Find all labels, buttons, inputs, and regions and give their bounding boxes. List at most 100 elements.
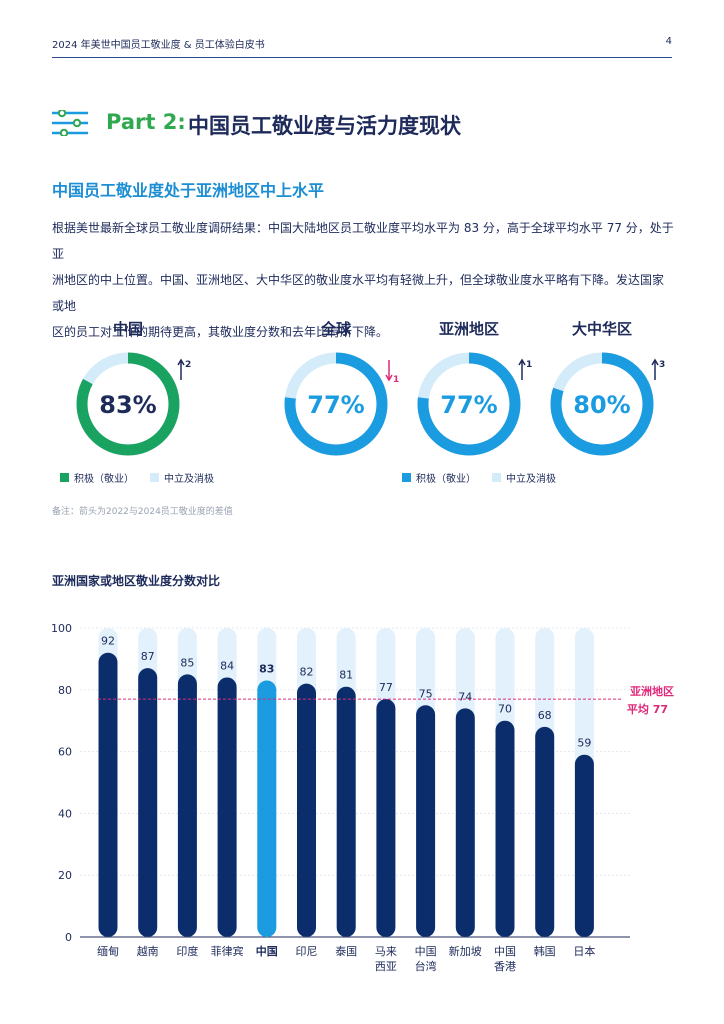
legend-item-engaged: 积极（敬业）	[402, 470, 476, 485]
legend-item-neutral: 中立及消极	[492, 470, 556, 485]
data-label: 77	[379, 681, 393, 694]
data-label: 92	[101, 635, 115, 648]
change-value: 2	[185, 360, 191, 370]
donut-1: 77% 1	[284, 352, 399, 456]
legend-china: 积极（敬业） 中立及消极	[60, 470, 214, 485]
x-tick-label: 台湾	[415, 959, 437, 973]
donut-title-china: 中国	[112, 320, 143, 338]
part-title: 中国员工敬业度与活力度现状	[188, 114, 461, 138]
x-tick-label: 中国	[415, 945, 437, 958]
data-label: 82	[300, 666, 314, 679]
part-label: Part 2:	[106, 110, 186, 134]
bar	[297, 683, 316, 937]
legend-swatch-green	[60, 473, 69, 482]
donut-2: 77% 1	[417, 352, 532, 456]
change-value: 3	[659, 360, 665, 370]
body-line: 根据美世最新全球员工敬业度调研结果：中国大陆地区员工敬业度平均水平为 83 分，…	[52, 221, 674, 261]
sliders-icon	[52, 110, 88, 136]
x-tick-label: 越南	[137, 944, 159, 958]
bar	[257, 680, 277, 937]
y-tick-label: 0	[65, 931, 72, 944]
data-label: 59	[577, 737, 591, 750]
data-label: 70	[498, 703, 512, 716]
donut-3: 80% 3	[550, 352, 665, 456]
bar	[416, 705, 436, 937]
change-value: 1	[526, 360, 532, 370]
header-divider	[52, 57, 672, 58]
bar	[574, 754, 594, 937]
data-label: 74	[458, 690, 472, 703]
bar	[336, 686, 356, 937]
x-tick-label: 香港	[494, 960, 516, 973]
body-paragraph: 根据美世最新全球员工敬业度调研结果：中国大陆地区员工敬业度平均水平为 83 分，…	[52, 215, 674, 345]
section-title: 中国员工敬业度处于亚洲地区中上水平	[52, 181, 325, 200]
data-label: 84	[220, 659, 234, 672]
y-tick-label: 40	[58, 807, 72, 820]
bar	[217, 677, 237, 937]
arrow-head	[651, 358, 659, 366]
legend-label: 中立及消极	[164, 474, 214, 485]
average-label: 平均 77	[627, 702, 668, 716]
donut-arc	[550, 352, 654, 456]
data-label: 68	[538, 709, 552, 722]
x-tick-label: 韩国	[534, 944, 556, 958]
x-tick-label: 日本	[573, 944, 595, 958]
donut-value: 80%	[573, 391, 630, 419]
legend-swatch-light	[150, 473, 159, 482]
x-tick-label: 泰国	[335, 944, 357, 958]
bar	[495, 720, 515, 937]
legend-item-neutral: 中立及消极	[150, 470, 214, 485]
arrow-head	[177, 358, 185, 366]
body-line: 区的员工对工作的期待更高，其敬业度分数和去年比有所下降。	[52, 325, 389, 339]
y-tick-label: 100	[51, 622, 72, 635]
x-tick-label: 印尼	[296, 945, 318, 958]
bar	[376, 699, 396, 937]
donut-arc	[284, 352, 388, 456]
donut-title-greater-china: 大中华区	[571, 320, 632, 338]
y-tick-label: 60	[58, 746, 72, 759]
legend-label: 积极（敬业）	[74, 474, 134, 485]
arrow-head	[518, 358, 526, 366]
header-title: 2024 年美世中国员工敬业度 & 员工体验白皮书	[52, 40, 265, 51]
page-number: 4	[665, 36, 672, 47]
x-tick-label: 中国	[256, 944, 278, 958]
x-tick-label: 新加坡	[449, 944, 482, 958]
y-tick-label: 80	[58, 684, 72, 697]
bar	[98, 652, 118, 937]
bar	[535, 726, 555, 937]
data-label: 83	[259, 663, 274, 676]
donut-0: 83% 2	[76, 352, 191, 456]
donut-value: 83%	[99, 391, 156, 419]
y-tick-label: 20	[58, 869, 72, 882]
donut-arc	[76, 352, 180, 456]
x-tick-label: 印度	[176, 944, 198, 958]
donut-charts: 83% 2 77% 1 77% 1 80% 3	[76, 352, 665, 456]
legend-label: 积极（敬业）	[416, 474, 476, 485]
footnote: 备注：箭头为2022与2024员工敬业度的差值	[52, 507, 233, 517]
x-tick-label: 缅甸	[97, 944, 119, 958]
x-tick-label: 菲律宾	[211, 944, 244, 958]
x-tick-label: 西亚	[375, 960, 397, 973]
body-line: 洲地区的中上位置。中国、亚洲地区、大中华区的敬业度水平均有轻微上升，但全球敬业度…	[52, 273, 665, 313]
bar	[177, 674, 197, 937]
data-label: 75	[419, 687, 433, 700]
data-label: 87	[141, 650, 155, 663]
legend-regions: 积极（敬业） 中立及消极	[402, 470, 556, 485]
donut-value: 77%	[307, 391, 364, 419]
bar-chart: 0 20 40 60 80 100 92 缅甸 87 越南 85 印度 84 菲律宾 83 中国 82 印尼 81 泰…	[51, 622, 674, 973]
data-label: 81	[339, 669, 353, 682]
legend-label: 中立及消极	[506, 474, 556, 485]
bar	[138, 668, 158, 937]
x-tick-label: 马来	[375, 945, 397, 958]
donut-title-asia: 亚洲地区	[438, 320, 499, 338]
legend-item-engaged: 积极（敬业）	[60, 470, 134, 485]
data-label: 85	[180, 656, 194, 669]
x-tick-label: 中国	[494, 945, 516, 958]
chart-title: 亚洲国家或地区敬业度分数对比	[52, 574, 221, 588]
arrow-head	[385, 374, 393, 382]
donut-value: 77%	[440, 391, 497, 419]
average-label: 亚洲地区	[630, 684, 674, 698]
bar	[455, 708, 475, 937]
donut-title-global: 全球	[320, 320, 351, 338]
donut-arc	[417, 352, 521, 456]
